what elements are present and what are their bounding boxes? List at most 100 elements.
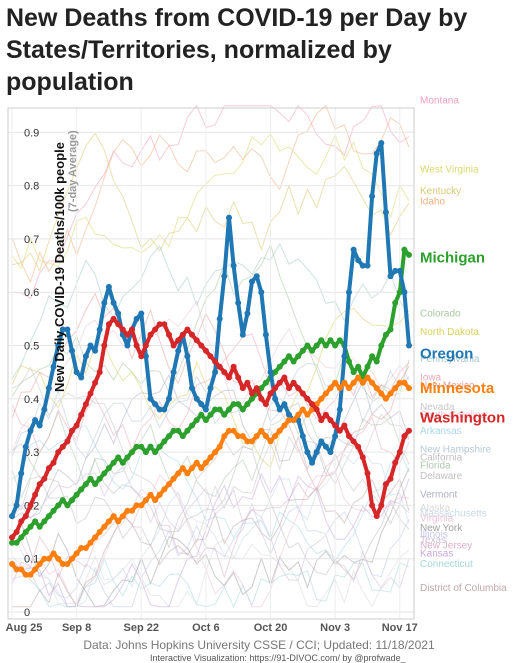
series-point[interactable] [309, 459, 316, 466]
series-point[interactable] [212, 406, 219, 413]
series-point[interactable] [138, 310, 145, 317]
series-point[interactable] [9, 534, 15, 541]
series-point[interactable] [22, 443, 29, 450]
series-point[interactable] [92, 481, 99, 488]
series-label-michigan[interactable]: Michigan [420, 250, 485, 267]
series-point[interactable] [184, 353, 191, 360]
series-point[interactable] [230, 262, 237, 269]
series-point[interactable] [198, 342, 205, 349]
series-point[interactable] [161, 438, 168, 445]
series-point[interactable] [133, 342, 140, 349]
series-point[interactable] [59, 326, 66, 333]
series-point[interactable] [170, 475, 177, 482]
series-point[interactable] [92, 347, 99, 354]
series-point[interactable] [115, 321, 122, 328]
series-point[interactable] [244, 438, 251, 445]
series-point[interactable] [96, 475, 103, 482]
series-point[interactable] [202, 347, 209, 354]
series-point[interactable] [216, 443, 223, 450]
series-point[interactable] [55, 502, 62, 509]
series-point[interactable] [327, 417, 334, 424]
series-point[interactable] [147, 331, 154, 338]
series-point[interactable] [45, 385, 52, 392]
series-point[interactable] [69, 427, 75, 434]
series-point[interactable] [396, 267, 403, 274]
series-point[interactable] [392, 385, 399, 392]
series-point[interactable] [406, 251, 412, 258]
series-point[interactable] [401, 433, 408, 440]
series-point[interactable] [175, 337, 182, 344]
series-point[interactable] [290, 358, 297, 365]
series-point[interactable] [202, 459, 209, 466]
series-point[interactable] [258, 395, 265, 402]
series-point[interactable] [101, 523, 108, 530]
series-point[interactable] [69, 347, 75, 354]
series-point[interactable] [401, 246, 408, 253]
series-point[interactable] [105, 518, 112, 525]
series-point[interactable] [50, 459, 57, 466]
series-point[interactable] [170, 342, 177, 349]
series-point[interactable] [364, 470, 371, 477]
series-point[interactable] [290, 417, 297, 424]
series-point[interactable] [189, 331, 195, 338]
series-point[interactable] [313, 342, 320, 349]
series-point[interactable] [276, 427, 283, 434]
series-point[interactable] [276, 406, 283, 413]
series-point[interactable] [272, 395, 279, 402]
series-point[interactable] [179, 331, 186, 338]
series-point[interactable] [87, 475, 94, 482]
series-point[interactable] [110, 459, 117, 466]
series-point[interactable] [105, 465, 112, 472]
series-point[interactable] [110, 315, 117, 322]
series-point[interactable] [346, 385, 352, 392]
series-point[interactable] [207, 385, 214, 392]
series-point[interactable] [401, 379, 408, 386]
series-point[interactable] [198, 411, 205, 418]
series-point[interactable] [198, 465, 205, 472]
series-point[interactable] [152, 497, 159, 504]
series-point[interactable] [184, 427, 191, 434]
series-point[interactable] [355, 363, 362, 370]
series-point[interactable] [295, 353, 302, 360]
series-point[interactable] [276, 363, 283, 370]
series-point[interactable] [327, 385, 334, 392]
series-point[interactable] [267, 369, 274, 376]
series-point[interactable] [27, 427, 34, 434]
series-point[interactable] [341, 379, 348, 386]
series-point[interactable] [59, 443, 66, 450]
series-label-washington[interactable]: Washington [420, 409, 505, 426]
series-point[interactable] [193, 417, 200, 424]
series-point[interactable] [87, 539, 94, 546]
series-point[interactable] [299, 406, 306, 413]
series-point[interactable] [373, 385, 380, 392]
series-point[interactable] [207, 411, 214, 418]
series-point[interactable] [82, 401, 89, 408]
series-point[interactable] [32, 566, 39, 573]
series-point[interactable] [373, 513, 380, 520]
series-point[interactable] [382, 481, 389, 488]
series-point[interactable] [318, 337, 325, 344]
series-point[interactable] [138, 353, 145, 360]
series-point[interactable] [322, 390, 329, 397]
series-point[interactable] [9, 539, 15, 546]
series-point[interactable] [41, 475, 48, 482]
series-point[interactable] [212, 369, 219, 376]
series-point[interactable] [281, 422, 288, 429]
series-point[interactable] [364, 374, 371, 381]
series-point[interactable] [27, 502, 34, 509]
series-point[interactable] [392, 299, 399, 306]
series-point[interactable] [193, 459, 200, 466]
series-point[interactable] [45, 465, 52, 472]
series-point[interactable] [45, 513, 52, 520]
series-point[interactable] [133, 443, 140, 450]
series-point[interactable] [364, 262, 371, 269]
series-point[interactable] [221, 369, 228, 376]
series-point[interactable] [124, 342, 131, 349]
series-point[interactable] [216, 315, 223, 322]
series-point[interactable] [350, 246, 357, 253]
series-point[interactable] [13, 502, 20, 509]
series-point[interactable] [198, 401, 205, 408]
series-point[interactable] [27, 571, 34, 578]
series-point[interactable] [9, 513, 15, 520]
series-point[interactable] [226, 374, 232, 381]
